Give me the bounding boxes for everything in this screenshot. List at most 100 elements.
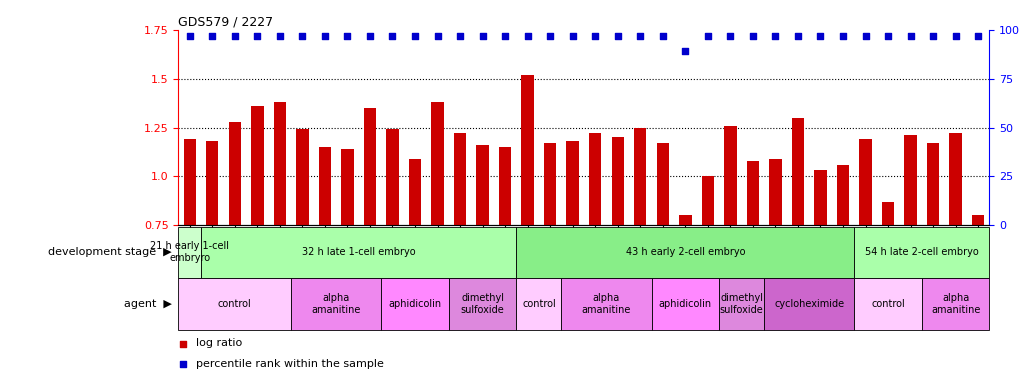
- Bar: [763, 278, 853, 330]
- Text: alpha
amanitine: alpha amanitine: [581, 293, 631, 315]
- Point: [271, 33, 287, 39]
- Bar: [206, 141, 218, 225]
- Bar: [634, 128, 646, 225]
- Bar: [881, 202, 894, 225]
- Text: 32 h late 1-cell embryo: 32 h late 1-cell embryo: [302, 247, 415, 257]
- Bar: [228, 122, 240, 225]
- Point: [766, 33, 783, 39]
- Bar: [318, 147, 331, 225]
- Point: [519, 33, 535, 39]
- Point: [632, 33, 648, 39]
- Point: [834, 33, 850, 39]
- Bar: [813, 170, 825, 225]
- Text: control: control: [870, 299, 904, 309]
- Text: alpha
amanitine: alpha amanitine: [930, 293, 979, 315]
- Point: [429, 33, 445, 39]
- Point: [317, 33, 333, 39]
- Bar: [926, 143, 938, 225]
- Bar: [201, 227, 516, 278]
- Text: 43 h early 2-cell embryo: 43 h early 2-cell embryo: [625, 247, 744, 257]
- Bar: [296, 129, 309, 225]
- Bar: [516, 227, 853, 278]
- Point: [924, 33, 941, 39]
- Text: log ratio: log ratio: [196, 339, 243, 348]
- Bar: [718, 278, 763, 330]
- Text: aphidicolin: aphidicolin: [388, 299, 441, 309]
- Text: percentile rank within the sample: percentile rank within the sample: [196, 359, 384, 369]
- Bar: [853, 227, 988, 278]
- Bar: [768, 159, 781, 225]
- Bar: [701, 176, 713, 225]
- Bar: [679, 215, 691, 225]
- Point: [654, 33, 671, 39]
- Text: control: control: [522, 299, 555, 309]
- Point: [744, 33, 760, 39]
- Point: [902, 33, 918, 39]
- Point: [677, 48, 693, 54]
- Text: dimethyl
sulfoxide: dimethyl sulfoxide: [461, 293, 504, 315]
- Bar: [290, 278, 381, 330]
- Bar: [431, 102, 443, 225]
- Text: development stage  ▶: development stage ▶: [48, 247, 171, 257]
- Bar: [476, 145, 488, 225]
- Bar: [746, 160, 758, 225]
- Point: [474, 33, 490, 39]
- Bar: [651, 278, 718, 330]
- Point: [612, 247, 629, 253]
- Bar: [409, 159, 421, 225]
- Point: [339, 33, 356, 39]
- Bar: [921, 278, 988, 330]
- Point: [204, 33, 220, 39]
- Point: [609, 33, 626, 39]
- Bar: [588, 134, 601, 225]
- Bar: [560, 278, 651, 330]
- Point: [226, 33, 243, 39]
- Bar: [386, 129, 398, 225]
- Text: 21 h early 1-cell
embryro: 21 h early 1-cell embryro: [150, 242, 229, 263]
- Point: [181, 33, 198, 39]
- Bar: [364, 108, 376, 225]
- Point: [384, 33, 400, 39]
- Bar: [448, 278, 516, 330]
- Bar: [251, 106, 263, 225]
- Bar: [521, 75, 533, 225]
- Point: [699, 33, 715, 39]
- Point: [857, 33, 873, 39]
- Bar: [273, 102, 285, 225]
- Point: [564, 33, 580, 39]
- Text: control: control: [218, 299, 252, 309]
- Bar: [904, 135, 916, 225]
- Bar: [791, 118, 803, 225]
- Text: dimethyl
sulfoxide: dimethyl sulfoxide: [719, 293, 763, 315]
- Point: [496, 33, 513, 39]
- Bar: [498, 147, 511, 225]
- Point: [587, 33, 603, 39]
- Bar: [858, 139, 871, 225]
- Point: [362, 33, 378, 39]
- Text: 54 h late 2-cell embryo: 54 h late 2-cell embryo: [864, 247, 978, 257]
- Bar: [836, 165, 849, 225]
- Bar: [543, 143, 555, 225]
- Bar: [453, 134, 466, 225]
- Point: [721, 33, 738, 39]
- Bar: [183, 139, 196, 225]
- Bar: [853, 278, 921, 330]
- Bar: [566, 141, 579, 225]
- Point: [612, 63, 629, 69]
- Point: [541, 33, 557, 39]
- Bar: [341, 149, 354, 225]
- Bar: [656, 143, 668, 225]
- Point: [947, 33, 963, 39]
- Bar: [971, 215, 983, 225]
- Point: [879, 33, 896, 39]
- Point: [811, 33, 827, 39]
- Bar: [949, 134, 961, 225]
- Text: aphidicolin: aphidicolin: [658, 299, 711, 309]
- Point: [969, 33, 985, 39]
- Text: cycloheximide: cycloheximide: [773, 299, 844, 309]
- Point: [249, 33, 265, 39]
- Bar: [723, 126, 736, 225]
- Text: alpha
amanitine: alpha amanitine: [311, 293, 361, 315]
- Bar: [178, 227, 201, 278]
- Point: [451, 33, 468, 39]
